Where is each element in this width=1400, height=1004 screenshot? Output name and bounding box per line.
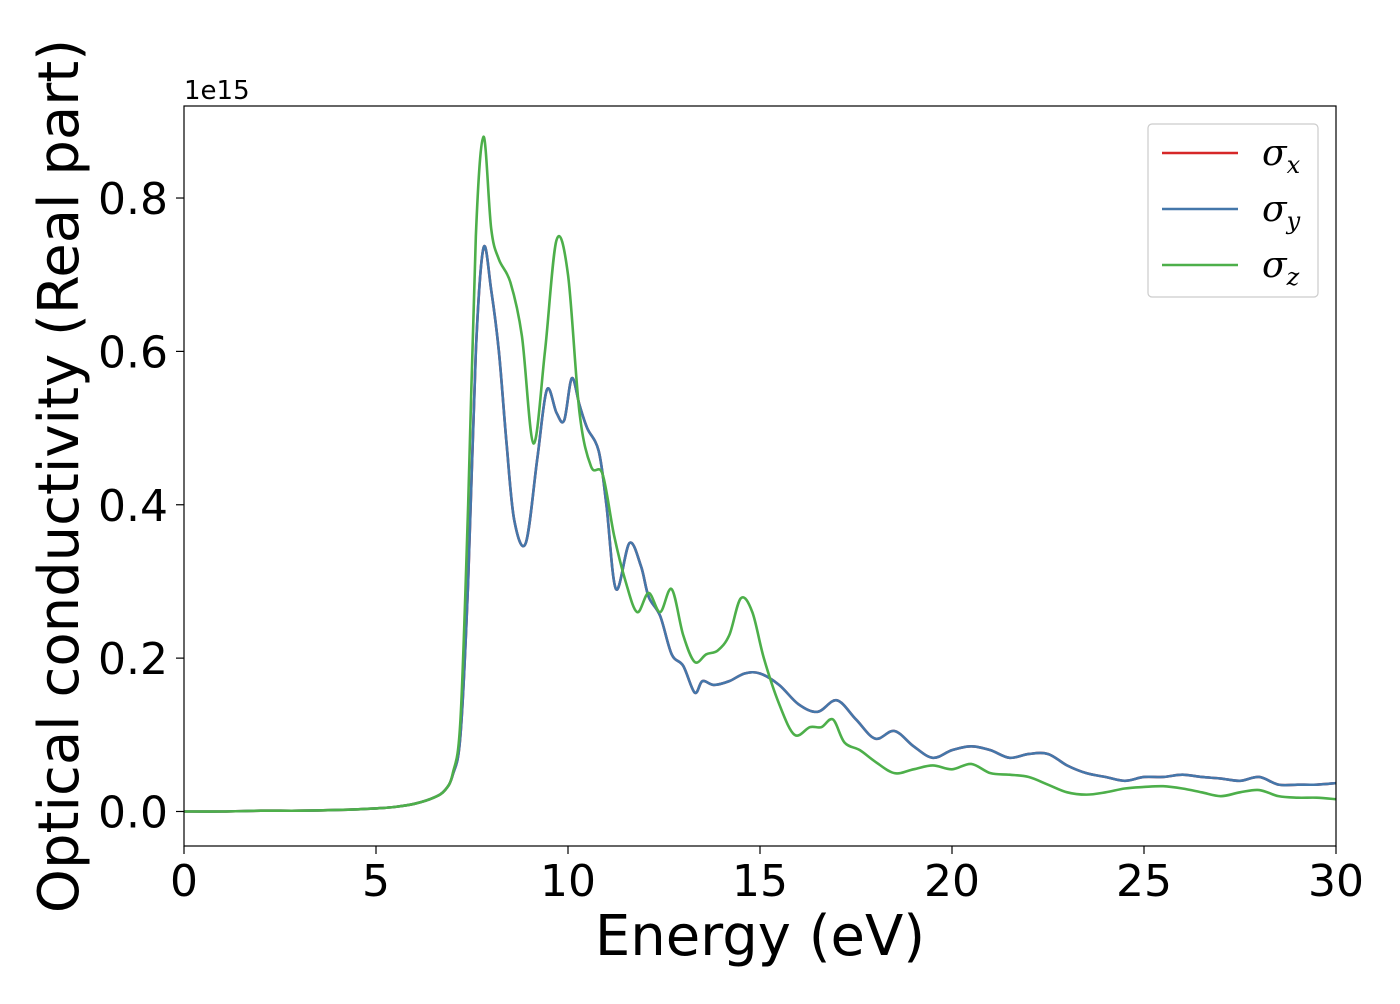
plot-area — [184, 135, 1336, 813]
y-tick-label: 0.8 — [98, 174, 168, 225]
legend-frame — [1147, 123, 1319, 298]
y-offset-label: 1e15 — [184, 76, 250, 106]
x-tick-label: 30 — [1308, 856, 1364, 907]
y-axis-label: Optical conductivity (Real part) — [27, 39, 92, 913]
legend-label-z: σz — [1262, 245, 1300, 291]
series-line-y — [184, 244, 1336, 813]
y-tick-label: 0.6 — [98, 327, 168, 378]
axes-frame — [183, 105, 1337, 847]
x-tick-label: 15 — [732, 856, 788, 907]
x-tick-label: 5 — [362, 856, 390, 907]
y-tick-label: 0.4 — [98, 481, 168, 532]
series-lines — [184, 135, 1336, 813]
legend-label-y: σy — [1262, 189, 1301, 235]
x-tick-label: 25 — [1116, 856, 1172, 907]
series-line-z — [184, 135, 1336, 813]
x-axis-ticks: 0 5 10 15 20 25 30 — [170, 846, 1364, 907]
x-tick-label: 0 — [170, 856, 198, 907]
x-tick-label: 10 — [540, 856, 596, 907]
y-tick-label: 0.2 — [98, 634, 168, 685]
y-tick-label: 0.0 — [98, 787, 168, 838]
legend-label-x: σx — [1262, 133, 1301, 179]
y-axis-ticks: 0.0 0.2 0.4 0.6 0.8 — [98, 174, 184, 838]
legend: σx σy σz — [1147, 123, 1319, 298]
x-axis-label: Energy (eV) — [595, 904, 925, 969]
x-tick-label: 20 — [924, 856, 980, 907]
